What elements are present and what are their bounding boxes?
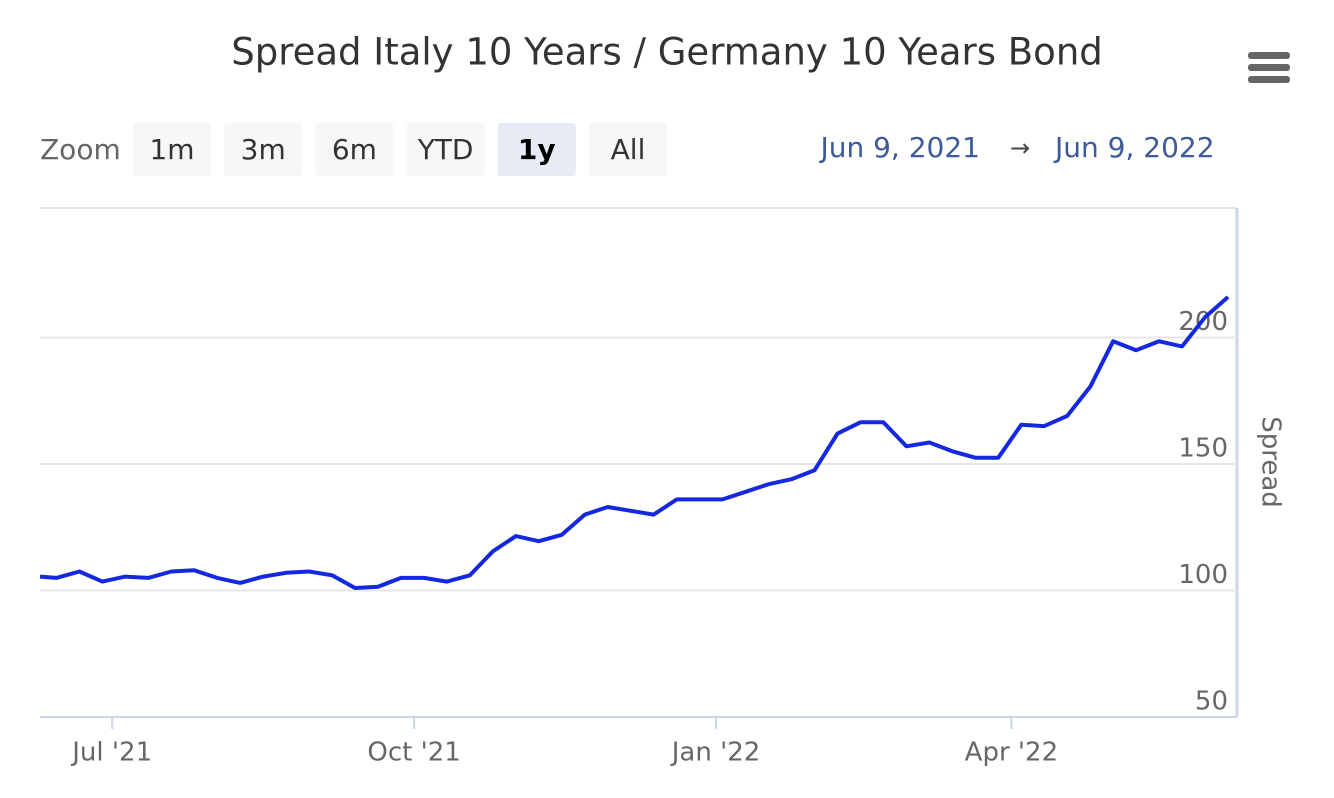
zoom-button-bg xyxy=(133,123,211,176)
range-from[interactable]: Jun 9, 2021 xyxy=(818,131,980,164)
zoom-button-label: 1y xyxy=(518,133,556,166)
zoom-button-bg xyxy=(589,123,667,176)
zoom-button[interactable]: YTD xyxy=(406,123,485,176)
y-tick-label: 150 xyxy=(1178,434,1228,464)
menu-bar xyxy=(1248,64,1290,71)
zoom-button-bg xyxy=(406,123,485,176)
x-tick-label: Jul '21 xyxy=(70,738,152,768)
series-line xyxy=(39,295,1230,590)
zoom-button-label: 6m xyxy=(332,133,377,166)
x-tick-label: Apr '22 xyxy=(965,738,1058,768)
zoom-button[interactable]: 3m xyxy=(224,123,303,176)
zoom-button-label: All xyxy=(611,133,646,166)
zoom-button-label: 3m xyxy=(241,133,286,166)
range-to[interactable]: Jun 9, 2022 xyxy=(1053,131,1215,164)
menu-bar xyxy=(1248,52,1290,59)
menu-button[interactable] xyxy=(1248,52,1290,83)
y-axis-title: Spread xyxy=(1256,416,1286,508)
x-tick-label: Oct '21 xyxy=(367,738,460,768)
y-tick-label: 100 xyxy=(1178,560,1228,590)
x-tick-label: Jan '22 xyxy=(670,738,761,768)
zoom-button-bg xyxy=(497,123,576,176)
zoom-button[interactable]: All xyxy=(589,123,667,176)
zoom-button[interactable]: 1m xyxy=(133,123,211,176)
zoom-button[interactable]: 6m xyxy=(315,123,394,176)
zoom-button-bg xyxy=(315,123,394,176)
chart-title: Spread Italy 10 Years / Germany 10 Years… xyxy=(231,31,1103,74)
zoom-button[interactable]: 1y xyxy=(497,123,576,176)
zoom-label: Zoom xyxy=(40,133,121,166)
y-tick-label: 50 xyxy=(1195,687,1228,717)
zoom-button-label: YTD xyxy=(417,133,474,166)
zoom-button-bg xyxy=(224,123,303,176)
range-arrow: → xyxy=(1010,134,1030,162)
menu-bar xyxy=(1248,76,1290,83)
zoom-button-label: 1m xyxy=(149,133,194,166)
